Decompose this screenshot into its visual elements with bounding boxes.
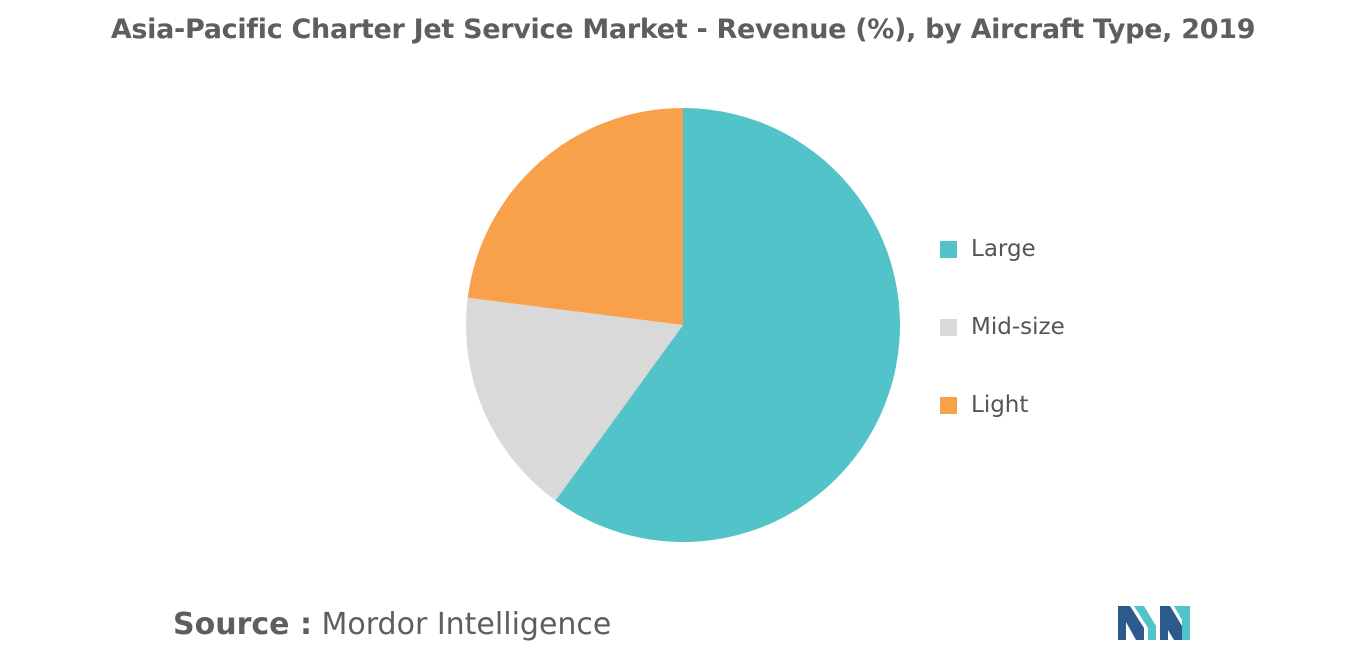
source-name: Mordor Intelligence — [321, 607, 612, 642]
legend-swatch-large — [940, 240, 957, 258]
legend-label-mid-size: Mid-size — [971, 314, 1065, 340]
chart-title: Asia-Pacific Charter Jet Service Market … — [110, 14, 1256, 45]
pie-slice-light — [467, 108, 683, 325]
legend-label-light: Light — [971, 392, 1029, 418]
legend-swatch-light — [940, 396, 957, 414]
pie-slices — [465, 108, 900, 542]
pie-slice-large — [555, 108, 900, 542]
legend-item-mid-size: Mid-size — [940, 308, 1065, 346]
legend-swatch-mid-size — [940, 318, 957, 336]
source-note: Source : Mordor Intelligence — [173, 607, 611, 642]
source-prefix: Source : — [173, 607, 312, 642]
legend-item-light: Light — [940, 386, 1065, 424]
mordor-intelligence-logo — [1118, 606, 1190, 640]
legend-item-large: Large — [940, 230, 1065, 268]
chart-legend: Large Mid-size Light — [940, 230, 1065, 464]
pie-slice-mid-size — [465, 297, 683, 501]
legend-label-large: Large — [971, 236, 1036, 262]
